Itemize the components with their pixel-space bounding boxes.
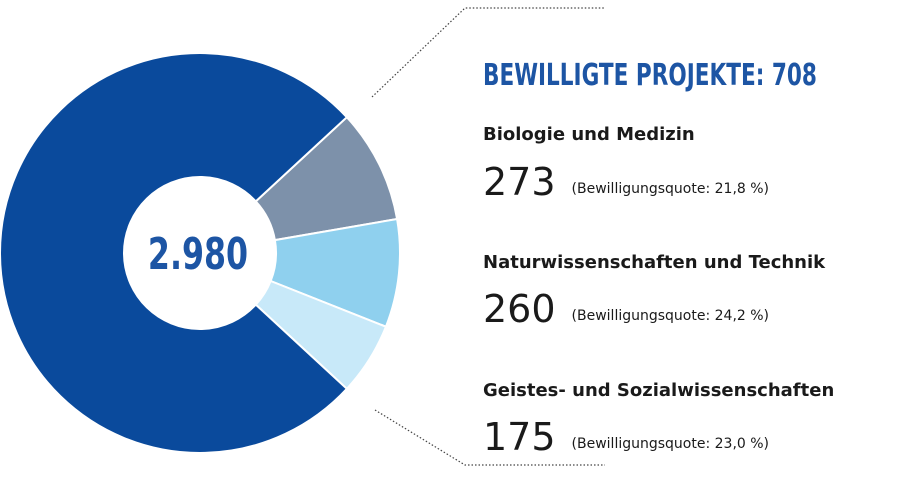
quota-note: (Bewilligungsquote: 21,8 %) [572,181,769,197]
connector-bottom [374,409,605,466]
total-label: 2.980 [148,229,248,281]
donut-slice [0,52,349,454]
value-label: 273 [483,160,556,204]
value-label: 175 [483,415,556,459]
category-label: Naturwissenschaften und Technik [483,252,826,273]
value-label: 260 [483,287,556,331]
category-label: Geistes- und Sozialwissenschaften [483,380,834,401]
title: BEWILLIGTE PROJEKTE: 708 [483,59,817,93]
connector-top [371,7,605,98]
category-label: Biologie und Medizin [483,124,695,145]
connectors [371,7,605,466]
quota-note: (Bewilligungsquote: 23,0 %) [572,436,769,452]
quota-note: (Bewilligungsquote: 24,2 %) [572,308,769,324]
donut-hole [125,178,275,328]
